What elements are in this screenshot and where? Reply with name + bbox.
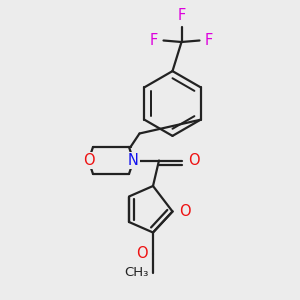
Text: F: F — [177, 8, 186, 23]
Text: O: O — [179, 204, 191, 219]
Text: CH₃: CH₃ — [124, 266, 148, 280]
Text: N: N — [128, 153, 139, 168]
Text: O: O — [83, 153, 94, 168]
Text: O: O — [188, 153, 200, 168]
Text: O: O — [136, 246, 148, 261]
Text: F: F — [205, 33, 213, 48]
Text: F: F — [150, 33, 158, 48]
